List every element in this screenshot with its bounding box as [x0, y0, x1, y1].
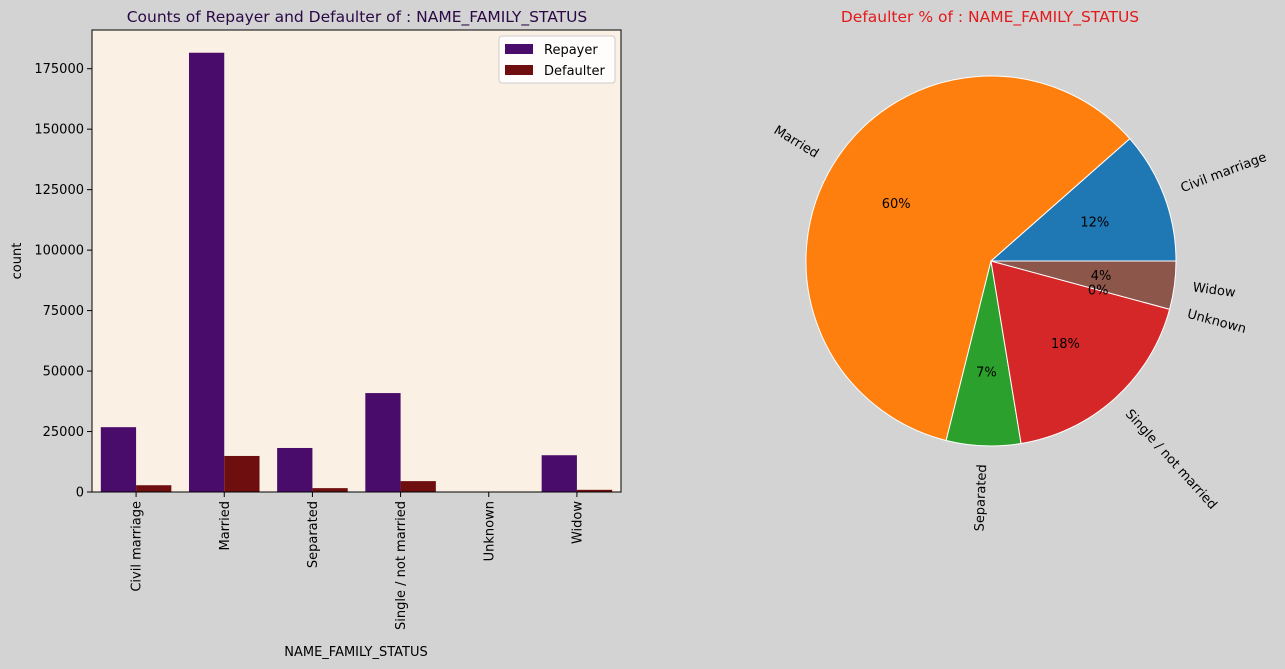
- pie-pct-unknown: 0%: [1088, 283, 1109, 298]
- pie-slices: [805, 75, 1177, 447]
- pie-pct-civil-marriage: 12%: [1080, 215, 1109, 230]
- bar-repayer-widow: [541, 455, 577, 492]
- bar-legend: Repayer Defaulter: [498, 35, 616, 84]
- bar-defaulter-single-not-married: [400, 481, 436, 492]
- legend-swatch-repayer: [505, 44, 533, 54]
- pie-slice-widow: [990, 260, 1177, 310]
- pie-label-civil-marriage: Civil marriage: [1179, 150, 1269, 196]
- y-tick-label: 25000: [43, 425, 84, 440]
- pie-label-married: Married: [771, 123, 821, 162]
- x-tick-label-widow: Widow: [570, 501, 585, 544]
- pie-pct-separated: 7%: [976, 365, 997, 380]
- bar-defaulter-civil-marriage: [136, 485, 172, 492]
- legend-swatch-defaulter: [505, 65, 533, 75]
- pie-pct-single-not-married: 18%: [1051, 337, 1080, 352]
- x-axis-label: NAME_FAMILY_STATUS: [284, 645, 428, 660]
- y-tick-label: 75000: [43, 304, 84, 319]
- bar-defaulter-separated: [312, 488, 348, 492]
- bar-plot-frame: [91, 29, 622, 493]
- bar-repayer-civil-marriage: [100, 427, 137, 492]
- bar-defaulter-married: [224, 455, 260, 492]
- x-axis-ticks: Civil marriage Married Separated Single / n…: [130, 492, 585, 630]
- pie-slice-single-not-married: [990, 260, 1171, 445]
- y-tick-label: 50000: [43, 365, 84, 380]
- bar-repayer-married: [188, 52, 225, 493]
- bar-chart-title: Counts of Repayer and Defaulter of : NAM…: [127, 8, 588, 27]
- legend-label-defaulter: Defaulter: [544, 64, 605, 79]
- bar-repayer-separated: [277, 447, 313, 492]
- pie-chart: Defaulter % of : NAME_FAMILY_STATUS 12% C…: [771, 8, 1269, 532]
- pie-label-separated: Separated: [972, 464, 990, 532]
- pie-chart-title: Defaulter % of : NAME_FAMILY_STATUS: [841, 8, 1139, 27]
- x-tick-label-married: Married: [218, 501, 233, 551]
- y-axis-ticks: 0 25000 50000 75000 100000 125000 150000 175000: [34, 62, 92, 501]
- x-tick-label-civil-marriage: Civil marriage: [130, 501, 145, 592]
- x-tick-label-unknown: Unknown: [482, 501, 497, 561]
- pie-label-unknown: Unknown: [1186, 307, 1248, 337]
- bar-plot-area: [91, 29, 622, 493]
- y-axis-label: count: [10, 243, 25, 280]
- y-tick-label: 0: [76, 486, 84, 501]
- pie-slice-civil-marriage: [989, 137, 1177, 262]
- y-tick-label: 150000: [34, 123, 84, 138]
- x-tick-label-single-not-married: Single / not married: [394, 501, 409, 630]
- pie-label-widow: Widow: [1192, 280, 1237, 301]
- bar-series-group: [100, 52, 613, 493]
- y-tick-label: 125000: [34, 183, 84, 198]
- bar-defaulter-widow: [576, 489, 613, 492]
- pie-label-single-not-married: Single / not married: [1122, 407, 1220, 513]
- pie-pct-married: 60%: [882, 197, 911, 212]
- pie-pct-widow: 4%: [1091, 269, 1112, 284]
- pie-slice-married: [805, 75, 1131, 442]
- bar-chart: Counts of Repayer and Defaulter of : NAM…: [10, 8, 622, 660]
- x-tick-label-separated: Separated: [306, 501, 321, 568]
- y-tick-label: 175000: [34, 62, 84, 77]
- bar-repayer-single-not-married: [365, 393, 401, 492]
- legend-label-repayer: Repayer: [544, 43, 598, 58]
- y-tick-label: 100000: [34, 244, 84, 259]
